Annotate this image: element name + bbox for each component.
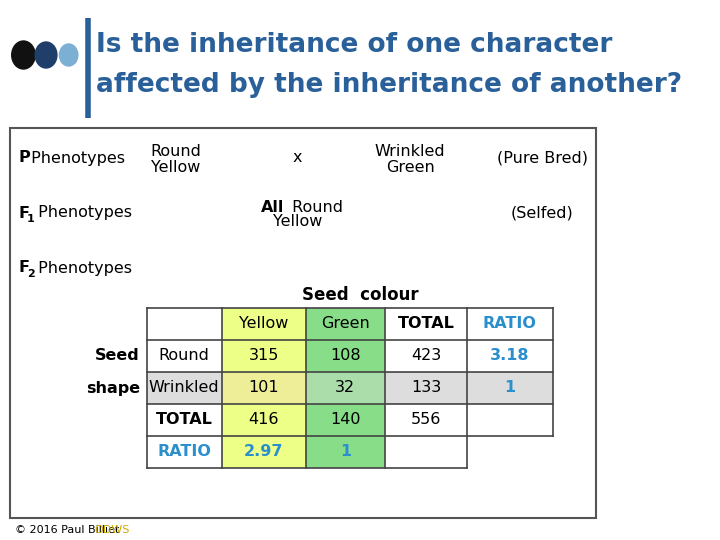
Text: Yellow: Yellow [151,160,200,176]
Circle shape [35,42,57,68]
Text: Seed  colour: Seed colour [302,286,418,304]
Bar [305,404,385,436]
Text: 101: 101 [248,381,279,395]
Circle shape [60,44,78,66]
Bar [146,340,222,372]
Text: Seed: Seed [95,348,140,363]
Text: Round: Round [150,145,201,159]
Text: 133: 133 [411,381,441,395]
Bar [222,308,305,340]
Bar [467,308,552,340]
Text: © 2016 Paul Billiet: © 2016 Paul Billiet [15,525,123,535]
Text: (Pure Bred): (Pure Bred) [497,151,588,165]
Text: Wrinkled: Wrinkled [375,145,446,159]
Text: Phenotypes: Phenotypes [34,260,132,275]
Text: All: All [261,199,284,214]
Bar [222,372,305,404]
Bar [146,372,222,404]
Text: 315: 315 [248,348,279,363]
Text: 416: 416 [248,413,279,428]
Bar [10,128,596,518]
Text: F: F [19,206,30,220]
Text: ODWS: ODWS [94,525,130,535]
Bar [222,340,305,372]
Bar [385,436,467,468]
Text: 556: 556 [411,413,441,428]
Bar [146,436,222,468]
Bar [385,372,467,404]
Text: Phenotypes: Phenotypes [26,151,125,165]
Text: 2: 2 [27,269,35,279]
Bar [467,340,552,372]
Text: Round: Round [158,348,210,363]
Text: x: x [292,151,302,165]
Bar [305,372,385,404]
Bar [385,308,467,340]
Text: 1: 1 [27,214,35,224]
Text: Wrinkled: Wrinkled [149,381,220,395]
Text: affected by the inheritance of another?: affected by the inheritance of another? [96,72,683,98]
Bar [385,404,467,436]
Text: Round: Round [287,199,343,214]
Text: F: F [19,260,30,275]
Text: 140: 140 [330,413,361,428]
Text: 108: 108 [330,348,361,363]
Bar [305,308,385,340]
Bar [385,340,467,372]
Text: Green: Green [321,316,369,332]
Text: 32: 32 [336,381,356,395]
Bar [467,372,552,404]
Text: 423: 423 [411,348,441,363]
Bar [222,436,305,468]
Bar [146,404,222,436]
Text: (Selfed): (Selfed) [511,206,574,220]
Text: Green: Green [386,160,435,176]
Text: RATIO: RATIO [483,316,537,332]
Text: Yellow: Yellow [272,214,322,230]
Text: P: P [19,151,30,165]
Bar [222,404,305,436]
Text: TOTAL: TOTAL [156,413,212,428]
Text: 2.97: 2.97 [244,444,284,460]
Text: Phenotypes: Phenotypes [34,206,132,220]
Text: shape: shape [86,381,140,395]
Text: 1: 1 [504,381,516,395]
Circle shape [12,41,35,69]
Text: 1: 1 [340,444,351,460]
Text: Yellow: Yellow [239,316,289,332]
Text: TOTAL: TOTAL [397,316,454,332]
Bar [305,436,385,468]
Bar [146,308,222,340]
Bar [467,404,552,436]
Bar [305,340,385,372]
Text: Is the inheritance of one character: Is the inheritance of one character [96,32,613,58]
Text: RATIO: RATIO [157,444,211,460]
Text: 3.18: 3.18 [490,348,530,363]
